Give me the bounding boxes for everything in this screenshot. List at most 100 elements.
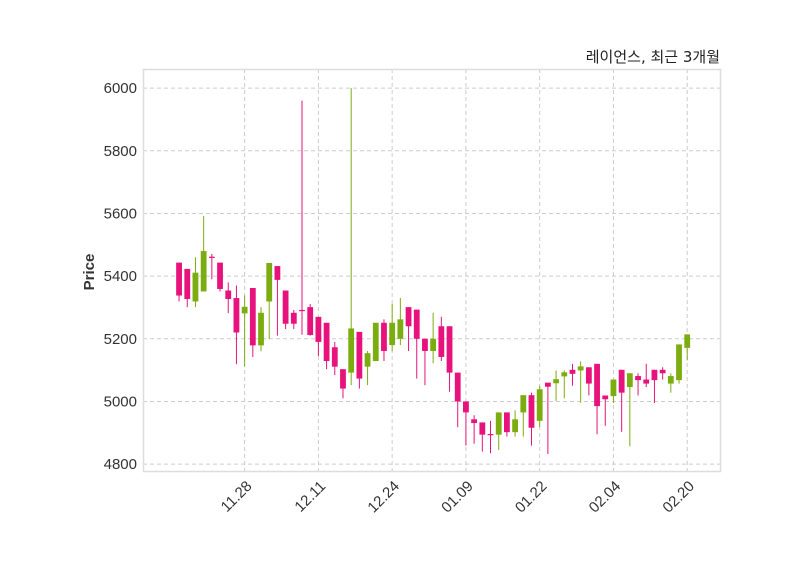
candle-body bbox=[553, 379, 559, 384]
candle-up bbox=[684, 334, 691, 361]
candle-down bbox=[643, 363, 650, 388]
candle-down bbox=[569, 363, 576, 386]
candle-body bbox=[200, 251, 207, 292]
y-tick-label: 5200 bbox=[104, 331, 137, 348]
candle-body bbox=[446, 326, 453, 373]
candle-body bbox=[217, 262, 223, 289]
candle-body bbox=[594, 363, 600, 407]
candle-body bbox=[274, 266, 281, 280]
candle-up bbox=[241, 295, 248, 367]
candle-down bbox=[233, 285, 240, 365]
candle-down bbox=[331, 341, 338, 376]
y-tick-label: 6000 bbox=[104, 80, 137, 97]
candle-body bbox=[323, 322, 330, 362]
candle-down bbox=[176, 262, 182, 302]
x-tick-label: 02.04 bbox=[586, 478, 625, 517]
candle-body bbox=[184, 268, 191, 299]
candle-up bbox=[364, 350, 371, 386]
candle-body bbox=[299, 309, 305, 312]
candle-body bbox=[266, 262, 273, 302]
candle-body bbox=[315, 316, 322, 342]
y-tick-label: 5000 bbox=[104, 393, 137, 410]
candle-down bbox=[438, 316, 445, 362]
candle-body bbox=[176, 262, 182, 296]
candle-body bbox=[192, 272, 199, 302]
candle-body bbox=[225, 290, 232, 299]
plot-frame bbox=[142, 68, 722, 473]
candle-body bbox=[413, 309, 420, 339]
x-tick-label: 11.28 bbox=[218, 478, 256, 516]
candle-down bbox=[471, 415, 478, 444]
candle-down bbox=[463, 401, 469, 446]
candle-up bbox=[192, 257, 199, 308]
candle-up bbox=[372, 322, 379, 362]
candle-up bbox=[577, 361, 584, 403]
candle-body bbox=[536, 389, 543, 421]
candle-down bbox=[282, 290, 289, 330]
candle-down bbox=[307, 303, 314, 336]
candle-down bbox=[659, 367, 666, 380]
candle-up bbox=[536, 385, 543, 428]
candle-down bbox=[323, 322, 330, 370]
candle-body bbox=[479, 422, 486, 435]
candle-body bbox=[544, 382, 551, 387]
candle-body bbox=[348, 328, 355, 373]
candle-up bbox=[676, 344, 682, 384]
candle-body bbox=[405, 307, 412, 327]
candle-body bbox=[208, 256, 215, 258]
candle-up bbox=[348, 88, 355, 386]
candle-body bbox=[307, 307, 314, 336]
candle-body bbox=[651, 369, 658, 381]
candle-down bbox=[446, 326, 453, 392]
candle-down bbox=[208, 253, 215, 280]
candle-body bbox=[372, 322, 379, 362]
x-tick-label: 01.22 bbox=[512, 478, 551, 517]
candle-down bbox=[249, 288, 256, 357]
candle-body bbox=[233, 298, 240, 333]
candle-down bbox=[356, 331, 363, 389]
candle-up bbox=[266, 262, 273, 340]
candle-body bbox=[585, 367, 592, 384]
candle-down bbox=[422, 338, 428, 386]
candle-down bbox=[274, 266, 281, 336]
candle-body bbox=[569, 369, 576, 374]
candle-body bbox=[422, 338, 428, 351]
candle-body bbox=[512, 419, 518, 433]
candle-up bbox=[258, 307, 264, 352]
candle-down bbox=[504, 412, 510, 437]
candle-body bbox=[561, 372, 568, 377]
candle-down bbox=[618, 369, 625, 432]
candle-body bbox=[602, 395, 609, 400]
candle-down bbox=[602, 395, 609, 426]
candle-down bbox=[413, 309, 420, 379]
candle-up bbox=[626, 373, 633, 447]
grid-lines bbox=[143, 69, 720, 471]
candle-body bbox=[356, 331, 363, 379]
candle-body bbox=[659, 369, 666, 374]
candle-body bbox=[397, 319, 404, 339]
candle-body bbox=[290, 312, 297, 324]
candle-down bbox=[487, 420, 494, 454]
candle-down bbox=[528, 392, 535, 446]
candle-up bbox=[667, 373, 674, 393]
candles bbox=[176, 88, 691, 455]
candle-up bbox=[389, 303, 396, 351]
candle-down bbox=[299, 100, 305, 335]
candle-body bbox=[381, 322, 387, 351]
candle-up bbox=[512, 410, 518, 437]
candle-body bbox=[618, 369, 625, 393]
candle-body bbox=[389, 322, 396, 346]
candle-up bbox=[495, 412, 502, 451]
x-tick-label: 12.24 bbox=[364, 478, 403, 517]
candle-body bbox=[495, 412, 502, 435]
x-tick-label: 01.09 bbox=[438, 478, 477, 517]
candle-body bbox=[643, 379, 650, 384]
y-tick-label: 4800 bbox=[104, 456, 137, 473]
candle-body bbox=[635, 376, 641, 381]
candle-body bbox=[364, 353, 371, 367]
y-tick-label: 5600 bbox=[104, 205, 137, 222]
candle-down bbox=[340, 369, 346, 399]
candle-body bbox=[667, 376, 674, 384]
x-axis-ticks: 11.28 12.11 12.24 01.09 01.22 02.04 02.20 bbox=[218, 478, 698, 517]
